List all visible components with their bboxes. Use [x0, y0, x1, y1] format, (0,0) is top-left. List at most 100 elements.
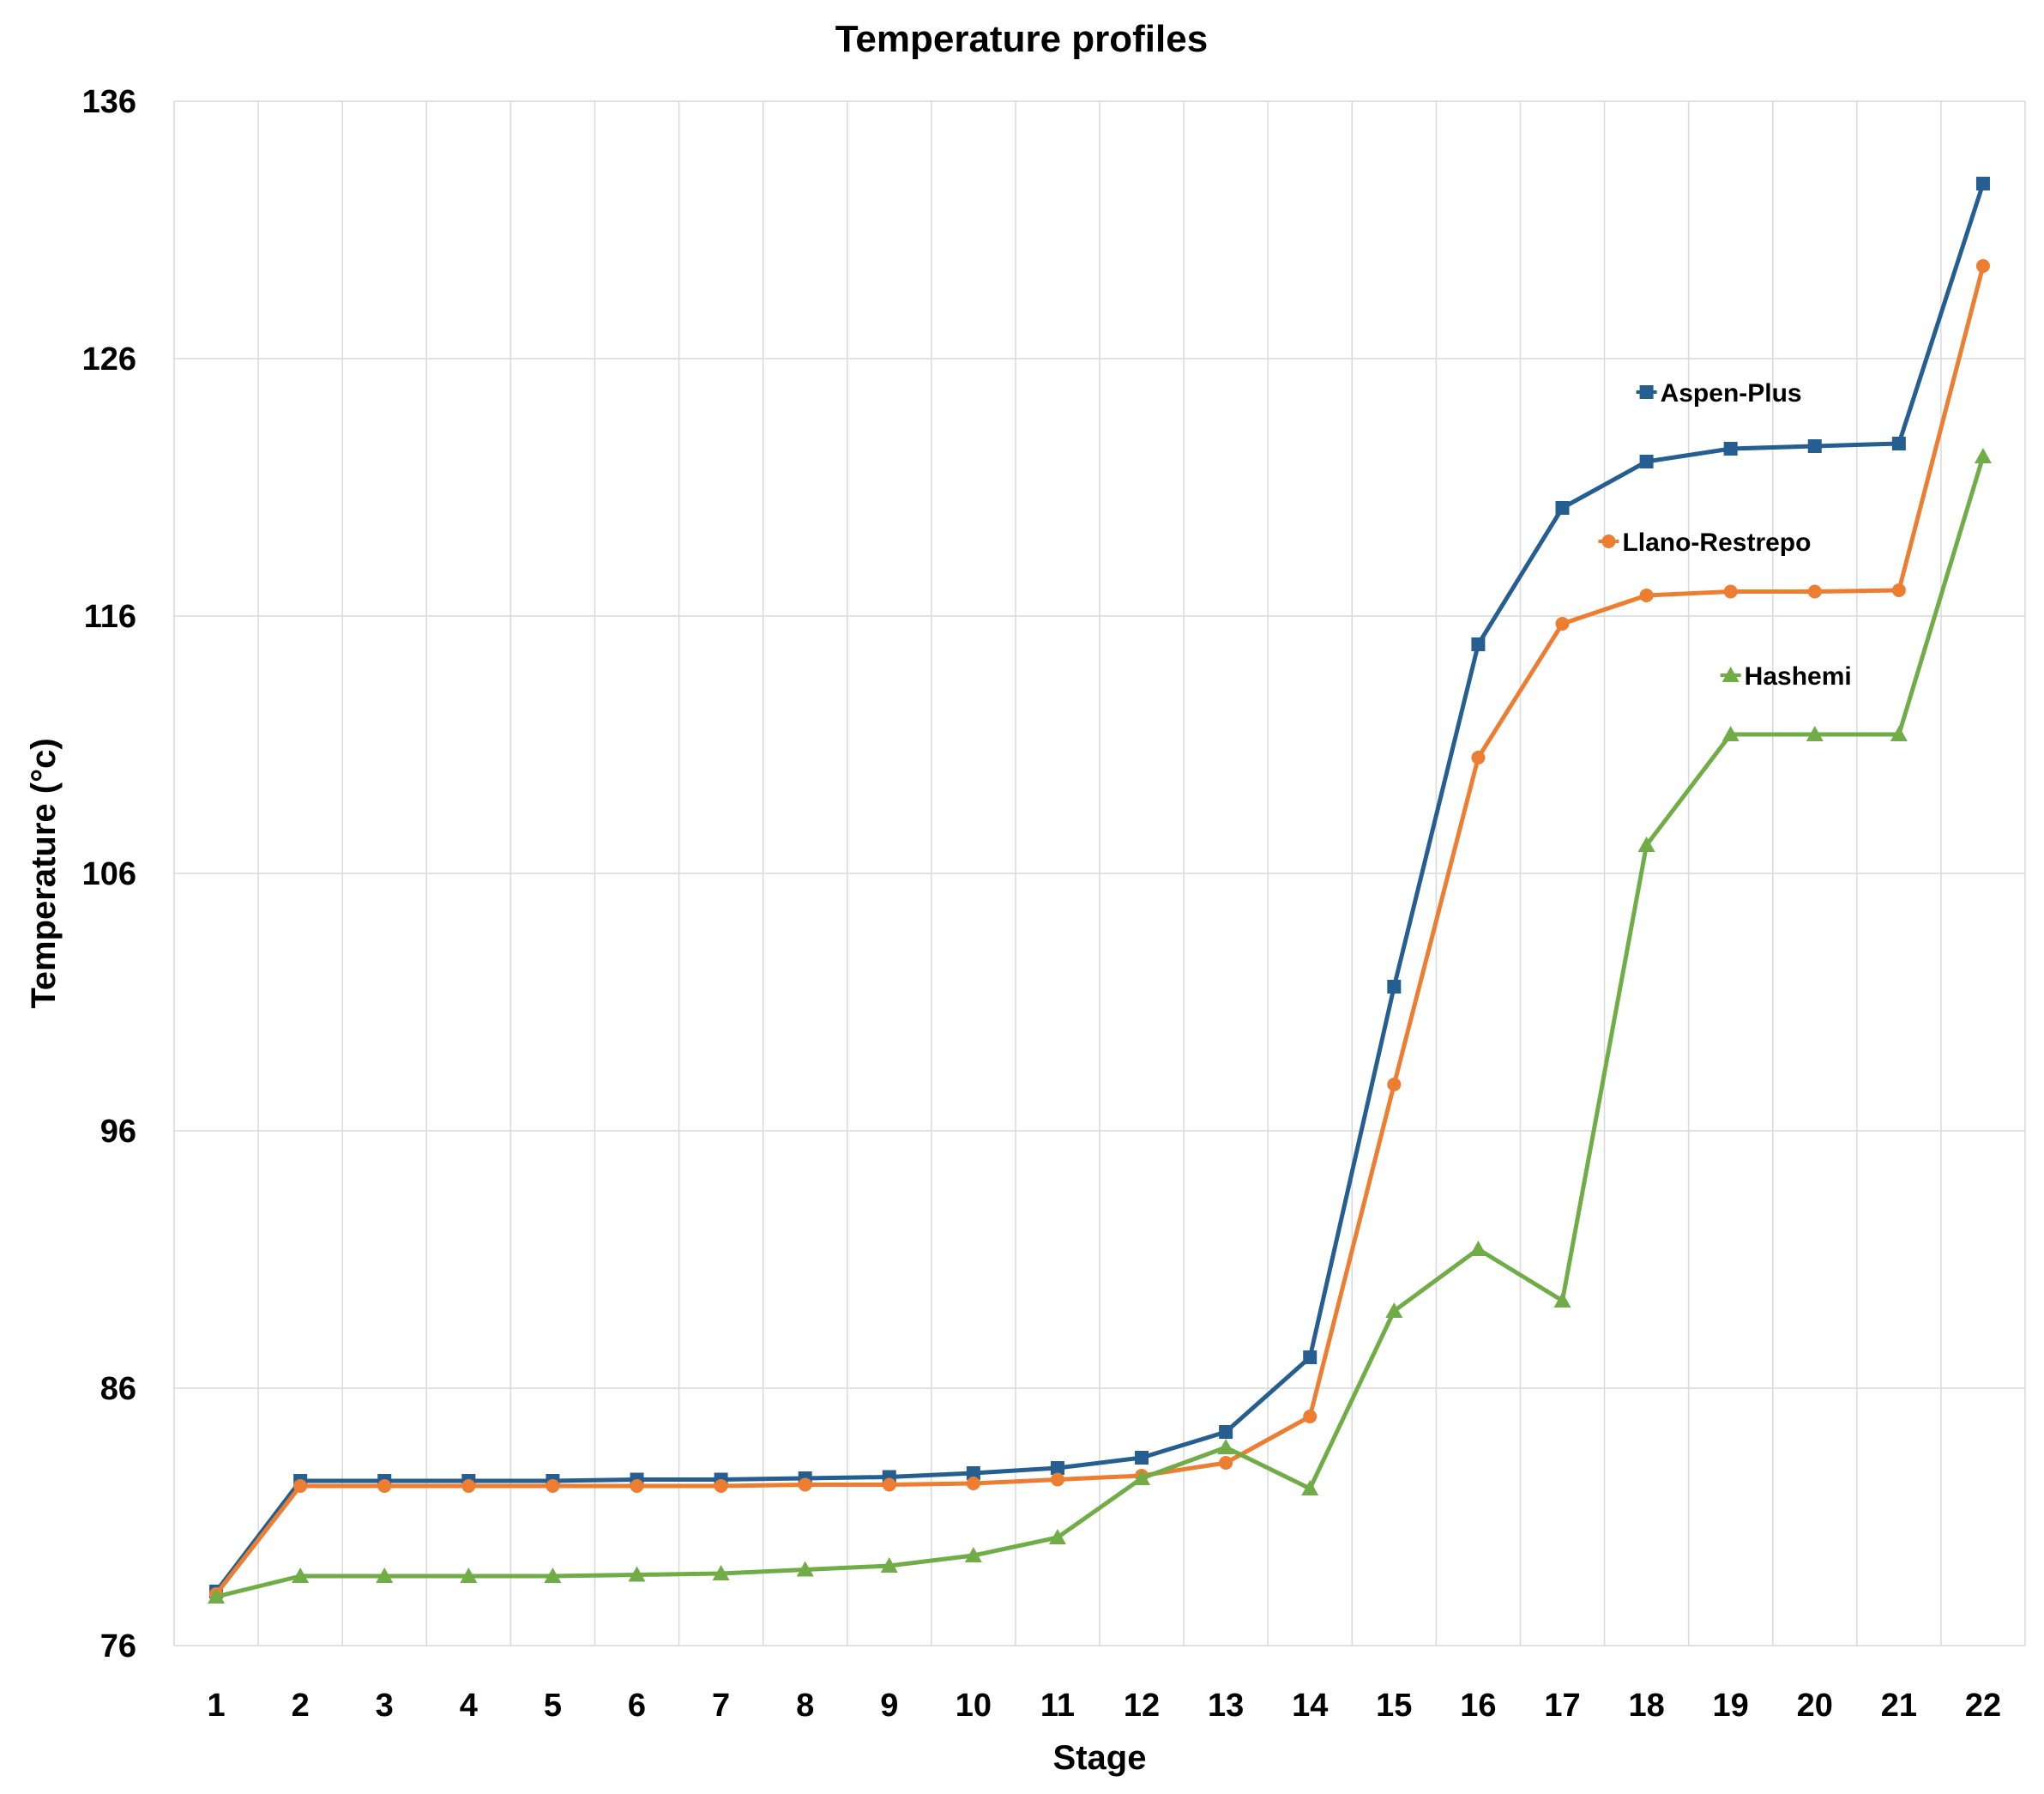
data-point-hashemi	[1806, 726, 1824, 741]
x-tick-label: 20	[1797, 1688, 1833, 1724]
x-tick-label: 7	[712, 1688, 730, 1724]
data-point-hashemi	[292, 1567, 310, 1583]
x-tick-label: 9	[880, 1688, 898, 1724]
x-tick-label: 14	[1292, 1688, 1328, 1724]
data-point-llano-restrepo	[1639, 589, 1654, 602]
y-tick-label: 116	[84, 599, 136, 635]
data-point-aspen-plus	[1387, 980, 1402, 994]
data-point-aspen-plus	[1891, 437, 1906, 450]
data-point-llano-restrepo	[1387, 1078, 1402, 1091]
data-point-llano-restrepo	[714, 1479, 728, 1493]
y-tick-label: 86	[100, 1371, 136, 1407]
data-point-hashemi	[208, 1588, 226, 1604]
legend-text-aspen-plus: Aspen-Plus	[1661, 379, 1802, 408]
x-tick-label: 4	[460, 1688, 478, 1724]
x-tick-label: 5	[544, 1688, 562, 1724]
y-tick-label: 106	[82, 856, 136, 892]
data-point-aspen-plus	[1807, 439, 1822, 453]
legend-marker-aspen-plus	[1639, 385, 1654, 399]
data-point-llano-restrepo	[1807, 584, 1822, 599]
x-tick-label: 16	[1460, 1688, 1496, 1724]
data-point-hashemi	[1721, 726, 1740, 741]
data-point-llano-restrepo	[546, 1479, 560, 1493]
x-tick-label: 15	[1376, 1688, 1412, 1724]
data-point-hashemi	[1890, 726, 1908, 741]
data-point-llano-restrepo	[461, 1479, 476, 1493]
x-axis-label: Stage	[1053, 1739, 1147, 1777]
series-hashemi	[208, 448, 1992, 1604]
gridlines	[173, 100, 2026, 1646]
data-point-hashemi	[964, 1547, 982, 1562]
chart-title: Temperature profiles	[835, 18, 1208, 60]
data-point-llano-restrepo	[1471, 751, 1486, 764]
data-point-hashemi	[544, 1567, 562, 1583]
data-point-llano-restrepo	[798, 1477, 812, 1492]
series-line-llano-restrepo	[214, 265, 1986, 1596]
data-point-aspen-plus	[1555, 501, 1570, 515]
x-tick-label: 13	[1208, 1688, 1244, 1724]
data-point-hashemi	[1385, 1302, 1403, 1318]
series-labels: Aspen-Plus Llano-Restrepo Hashemi	[1598, 379, 1852, 691]
x-tick-label: 10	[956, 1688, 992, 1724]
series-label-llano-restrepo: Llano-Restrepo	[1598, 529, 1811, 557]
data-point-hashemi	[1217, 1439, 1235, 1454]
legend-marker-hashemi	[1721, 667, 1740, 682]
data-point-hashemi	[1048, 1529, 1066, 1544]
data-point-llano-restrepo	[293, 1479, 308, 1493]
y-tick-label: 136	[82, 84, 136, 120]
x-tick-label: 21	[1881, 1688, 1917, 1724]
data-point-aspen-plus	[1975, 177, 1990, 190]
data-point-hashemi	[628, 1566, 646, 1582]
data-point-aspen-plus	[966, 1466, 980, 1480]
x-tick-label: 3	[376, 1688, 394, 1724]
data-point-hashemi	[712, 1565, 730, 1580]
data-point-hashemi	[460, 1567, 478, 1583]
data-point-aspen-plus	[1303, 1350, 1317, 1364]
data-point-llano-restrepo	[1303, 1410, 1317, 1423]
x-tick-label: 11	[1040, 1688, 1075, 1724]
data-point-hashemi	[1974, 448, 1992, 463]
data-point-llano-restrepo	[1219, 1456, 1233, 1470]
y-tick-label: 126	[82, 341, 136, 378]
data-point-llano-restrepo	[966, 1477, 980, 1490]
data-point-hashemi	[796, 1561, 814, 1577]
legend-marker-llano-restrepo	[1601, 535, 1616, 548]
data-point-aspen-plus	[1050, 1461, 1064, 1475]
data-point-llano-restrepo	[1975, 259, 1990, 273]
data-point-llano-restrepo	[377, 1479, 392, 1493]
data-point-llano-restrepo	[1050, 1472, 1064, 1487]
data-point-hashemi	[1133, 1470, 1151, 1485]
series-label-aspen-plus: Aspen-Plus	[1636, 379, 1802, 408]
series-label-hashemi: Hashemi	[1720, 662, 1852, 691]
data-point-hashemi	[1469, 1241, 1487, 1256]
plot-area	[208, 177, 1992, 1604]
data-point-llano-restrepo	[1723, 584, 1738, 599]
data-point-hashemi	[1553, 1292, 1571, 1308]
y-axis-label: Temperature (°c)	[25, 738, 63, 1008]
x-tick-label: 19	[1713, 1688, 1749, 1724]
x-tick-label: 8	[796, 1688, 814, 1724]
x-tick-label: 6	[628, 1688, 646, 1724]
legend-text-llano-restrepo: Llano-Restrepo	[1622, 529, 1811, 557]
y-tick-label: 76	[100, 1628, 136, 1664]
data-point-hashemi	[1637, 837, 1655, 852]
data-point-hashemi	[1301, 1480, 1319, 1495]
data-point-aspen-plus	[1471, 637, 1486, 651]
x-tick-label: 2	[292, 1688, 310, 1724]
series-line-aspen-plus	[214, 183, 1986, 1593]
data-point-hashemi	[376, 1567, 394, 1583]
data-point-aspen-plus	[1723, 442, 1738, 456]
y-tick-label: 96	[100, 1114, 136, 1150]
data-point-llano-restrepo	[882, 1477, 896, 1492]
x-tick-label: 1	[207, 1688, 225, 1724]
data-point-aspen-plus	[1219, 1425, 1233, 1439]
series-line-hashemi	[215, 456, 1986, 1599]
x-tick-label: 18	[1628, 1688, 1664, 1724]
data-point-hashemi	[880, 1557, 898, 1573]
x-tick-label: 12	[1124, 1688, 1160, 1724]
data-point-llano-restrepo	[1891, 583, 1906, 597]
data-point-aspen-plus	[1135, 1451, 1149, 1465]
legend-text-hashemi: Hashemi	[1745, 662, 1852, 691]
